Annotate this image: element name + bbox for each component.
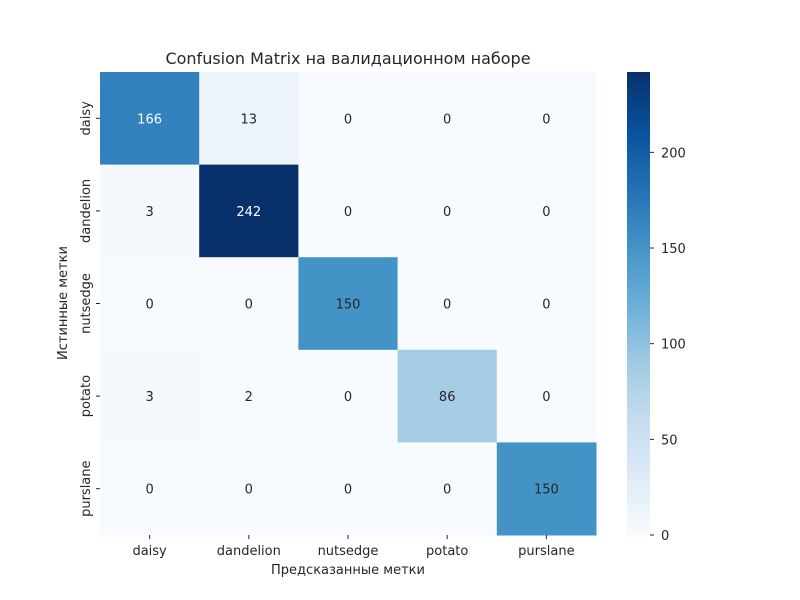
cell-value-label: 0	[145, 483, 153, 498]
cell-value-label: 0	[443, 112, 451, 127]
x-tick-label: dandelion	[217, 544, 281, 559]
heatmap-cell	[100, 442, 200, 536]
heatmap-cell	[199, 257, 299, 351]
heatmap-cell	[496, 442, 597, 536]
heatmap-cell	[199, 349, 299, 443]
cell-value-label: 2	[245, 390, 253, 405]
x-axis-label: Предсказанные метки	[271, 563, 425, 578]
y-tick-label: nutsedge	[79, 273, 94, 334]
cell-value-label: 0	[542, 112, 550, 127]
cell-value-label: 0	[443, 483, 451, 498]
y-axis-label: Истинные метки	[56, 246, 71, 360]
x-tick-label: purslane	[518, 544, 574, 559]
cell-value-label: 166	[137, 112, 162, 127]
cell-value-label: 0	[344, 483, 352, 498]
heatmap-cell	[100, 349, 200, 443]
heatmap-cell	[397, 257, 498, 351]
cell-value-label: 0	[245, 483, 253, 498]
cell-value-label: 3	[145, 390, 153, 405]
x-tick-label: nutsedge	[318, 544, 379, 559]
heatmap-cell	[397, 72, 498, 166]
y-axis-ticks: daisy dandelion nutsedge potato purslane	[79, 101, 100, 517]
y-tick-label: dandelion	[79, 179, 94, 243]
cell-value-label: 0	[542, 390, 550, 405]
cell-value-label: 0	[344, 205, 352, 220]
x-tick-label: potato	[426, 544, 468, 559]
heatmap-cell	[397, 349, 498, 443]
cell-value-label: 0	[145, 298, 153, 313]
heatmap-cell	[298, 349, 399, 443]
heatmap-cell	[496, 164, 597, 258]
heatmap-cell	[100, 72, 200, 166]
heatmap-cell	[397, 164, 498, 258]
chart-title: Confusion Matrix на валидационном наборе	[165, 49, 530, 68]
colorbar	[627, 72, 650, 535]
heatmap-cell	[298, 442, 399, 536]
heatmap-cell	[298, 72, 399, 166]
cell-value-label: 0	[344, 390, 352, 405]
y-tick-label: daisy	[79, 101, 94, 136]
cell-value-label: 0	[443, 205, 451, 220]
cell-value-label: 150	[336, 298, 361, 313]
cell-value-label: 13	[241, 112, 258, 127]
heatmap-cell	[397, 442, 498, 536]
y-tick-label: potato	[79, 375, 94, 417]
x-tick-label: daisy	[132, 544, 167, 559]
colorbar-ticks: 0 50 100 150 200	[650, 146, 686, 544]
cell-value-label: 150	[534, 483, 559, 498]
x-axis-ticks: daisy dandelion nutsedge potato purslane	[132, 535, 575, 559]
heatmap-cell	[199, 164, 299, 258]
heatmap-cell	[298, 164, 399, 258]
heatmap-cell-labels: 166 13 0 0 0 3 242 0 0 0 0 0 150 0 0 3 2 0 86 0 0 0 0 0 150	[137, 112, 559, 497]
cell-value-label: 0	[344, 112, 352, 127]
colorbar-gradient	[627, 72, 650, 535]
heatmap-cell	[100, 164, 200, 258]
colorbar-tick-label: 150	[661, 242, 686, 257]
colorbar-tick-label: 200	[661, 146, 686, 161]
heatmap-cell	[199, 442, 299, 536]
colorbar-tick-label: 100	[661, 338, 686, 353]
heatmap-cell	[100, 257, 200, 351]
cell-value-label: 86	[439, 390, 456, 405]
heatmap-cells	[100, 72, 597, 536]
cell-value-label: 242	[236, 205, 261, 220]
heatmap-cell	[199, 72, 299, 166]
y-tick-label: purslane	[79, 460, 94, 516]
cell-value-label: 0	[542, 298, 550, 313]
heatmap-cell	[496, 349, 597, 443]
heatmap-cell	[496, 257, 597, 351]
cell-value-label: 3	[145, 205, 153, 220]
cell-value-label: 0	[542, 205, 550, 220]
colorbar-tick-label: 50	[661, 433, 678, 448]
heatmap-cell	[496, 72, 597, 166]
cell-value-label: 0	[245, 298, 253, 313]
heatmap-cell	[298, 257, 399, 351]
colorbar-tick-label: 0	[661, 529, 669, 544]
cell-value-label: 0	[443, 298, 451, 313]
